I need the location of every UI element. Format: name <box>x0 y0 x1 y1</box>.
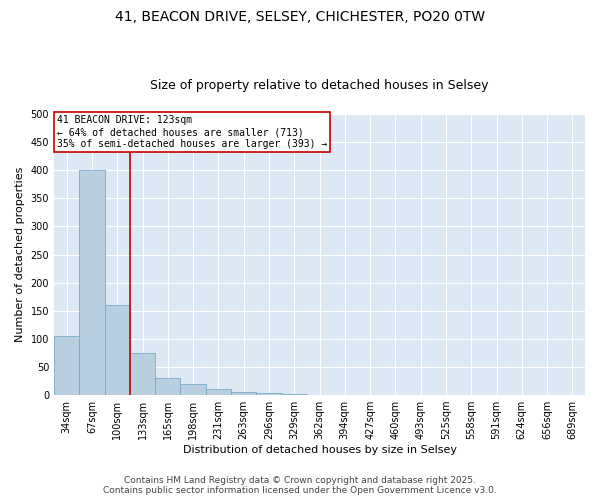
Bar <box>79 170 104 395</box>
Bar <box>281 394 307 395</box>
Bar <box>155 378 181 395</box>
Title: Size of property relative to detached houses in Selsey: Size of property relative to detached ho… <box>150 79 489 92</box>
Bar <box>104 305 130 395</box>
Text: 41 BEACON DRIVE: 123sqm
← 64% of detached houses are smaller (713)
35% of semi-d: 41 BEACON DRIVE: 123sqm ← 64% of detache… <box>56 116 327 148</box>
Bar <box>256 393 281 395</box>
Bar <box>560 394 585 395</box>
X-axis label: Distribution of detached houses by size in Selsey: Distribution of detached houses by size … <box>182 445 457 455</box>
Y-axis label: Number of detached properties: Number of detached properties <box>15 167 25 342</box>
Text: 41, BEACON DRIVE, SELSEY, CHICHESTER, PO20 0TW: 41, BEACON DRIVE, SELSEY, CHICHESTER, PO… <box>115 10 485 24</box>
Bar <box>383 394 408 395</box>
Bar <box>206 390 231 395</box>
Bar <box>130 353 155 395</box>
Bar <box>181 384 206 395</box>
Bar <box>54 336 79 395</box>
Bar <box>231 392 256 395</box>
Text: Contains HM Land Registry data © Crown copyright and database right 2025.
Contai: Contains HM Land Registry data © Crown c… <box>103 476 497 495</box>
